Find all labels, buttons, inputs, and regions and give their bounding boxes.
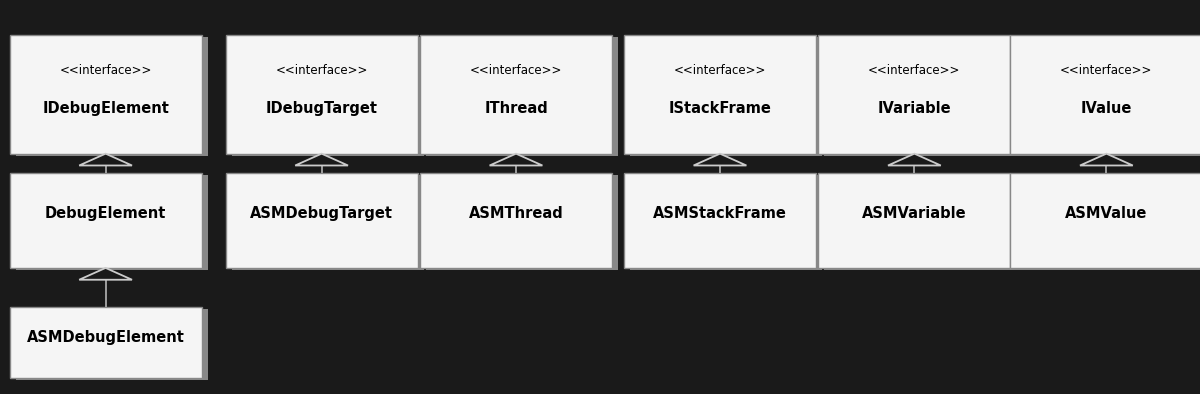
Bar	[624, 35, 816, 154]
Text: DebugElement: DebugElement	[44, 206, 167, 221]
Bar	[420, 35, 612, 154]
Polygon shape	[888, 154, 941, 165]
Text: ASMThread: ASMThread	[469, 206, 563, 221]
Bar	[10, 35, 202, 154]
Text: ASMDebugElement: ASMDebugElement	[26, 330, 185, 345]
Bar	[824, 37, 1016, 156]
Bar	[1016, 37, 1200, 156]
Bar	[16, 37, 208, 156]
Text: IDebugTarget: IDebugTarget	[265, 101, 378, 116]
Text: IDebugElement: IDebugElement	[42, 101, 169, 116]
Text: ASMStackFrame: ASMStackFrame	[653, 206, 787, 221]
Text: IVariable: IVariable	[877, 101, 952, 116]
Text: ASMDebugTarget: ASMDebugTarget	[250, 206, 394, 221]
Bar	[16, 309, 208, 380]
Bar	[630, 175, 822, 270]
Text: <<interface>>: <<interface>>	[869, 65, 960, 77]
Bar	[232, 175, 424, 270]
Text: <<interface>>: <<interface>>	[1061, 65, 1152, 77]
Bar	[1010, 35, 1200, 154]
Bar	[624, 173, 816, 268]
Bar	[420, 173, 612, 268]
Bar	[226, 35, 418, 154]
Bar	[226, 173, 418, 268]
Text: <<interface>>: <<interface>>	[470, 65, 562, 77]
Text: IThread: IThread	[484, 101, 548, 116]
Text: IValue: IValue	[1081, 101, 1132, 116]
Text: ASMValue: ASMValue	[1066, 206, 1147, 221]
Text: ASMVariable: ASMVariable	[862, 206, 967, 221]
Bar	[16, 175, 208, 270]
Text: <<interface>>: <<interface>>	[276, 65, 367, 77]
Bar	[630, 37, 822, 156]
Bar	[1010, 173, 1200, 268]
Text: <<interface>>: <<interface>>	[60, 65, 151, 77]
Bar	[232, 37, 424, 156]
Text: <<interface>>: <<interface>>	[674, 65, 766, 77]
Polygon shape	[490, 154, 542, 165]
Polygon shape	[1080, 154, 1133, 165]
Bar	[1016, 175, 1200, 270]
Bar	[426, 175, 618, 270]
Polygon shape	[79, 154, 132, 165]
Bar	[824, 175, 1016, 270]
Text: IStackFrame: IStackFrame	[668, 101, 772, 116]
Bar	[10, 307, 202, 378]
Bar	[818, 35, 1010, 154]
Polygon shape	[295, 154, 348, 165]
Bar	[818, 173, 1010, 268]
Bar	[10, 173, 202, 268]
Polygon shape	[694, 154, 746, 165]
Bar	[426, 37, 618, 156]
Polygon shape	[79, 268, 132, 280]
